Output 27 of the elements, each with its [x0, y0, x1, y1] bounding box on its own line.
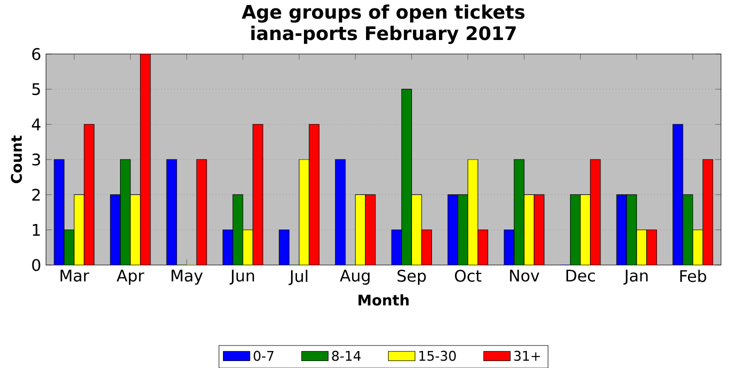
x-axis-title: Month [358, 294, 409, 306]
x-tick-label: Sep [398, 270, 426, 285]
y-tick-label: 3 [32, 153, 40, 166]
x-tick-label: Apr [116, 270, 144, 285]
x-tick-label: Jul [288, 270, 308, 285]
x-tick-label: Aug [340, 270, 370, 285]
x-tick-label: Dec [566, 270, 595, 282]
x-tick-label: Jun [230, 270, 254, 284]
x-tick-label: May [172, 270, 203, 285]
chart-subtitle: iana-ports February 2017 [251, 26, 516, 44]
y-tick-label: 4 [32, 118, 40, 130]
x-tick-label: Feb [680, 270, 706, 282]
y-tick-label: 5 [32, 83, 40, 96]
legend-label: 8-14 [332, 350, 361, 361]
x-tick-label: Mar [60, 270, 90, 282]
y-tick-label: 0 [32, 258, 40, 271]
x-tick-label: Oct [454, 270, 482, 282]
legend-label: 0-7 [254, 350, 274, 361]
y-tick-label: 6 [32, 48, 40, 60]
x-tick-label: Jan [623, 270, 648, 284]
legend-label: 31+ [514, 350, 540, 361]
y-tick-label: 2 [32, 188, 40, 200]
y-axis-title: Count [10, 135, 22, 184]
x-tick-label: Nov [510, 270, 540, 282]
chart-title: Age groups of open tickets [242, 4, 524, 23]
legend-label: 15-30 [419, 350, 456, 361]
y-tick-label: 1 [32, 224, 40, 236]
